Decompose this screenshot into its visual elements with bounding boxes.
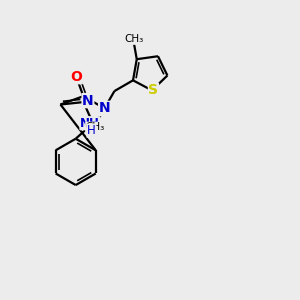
Text: O: O (70, 70, 82, 84)
Text: N: N (82, 94, 94, 108)
Text: N: N (99, 101, 110, 116)
Text: NH: NH (80, 117, 100, 130)
Text: CH₃: CH₃ (86, 122, 105, 132)
Text: H: H (87, 124, 96, 137)
Text: S: S (148, 83, 158, 98)
Text: CH₃: CH₃ (124, 34, 143, 44)
